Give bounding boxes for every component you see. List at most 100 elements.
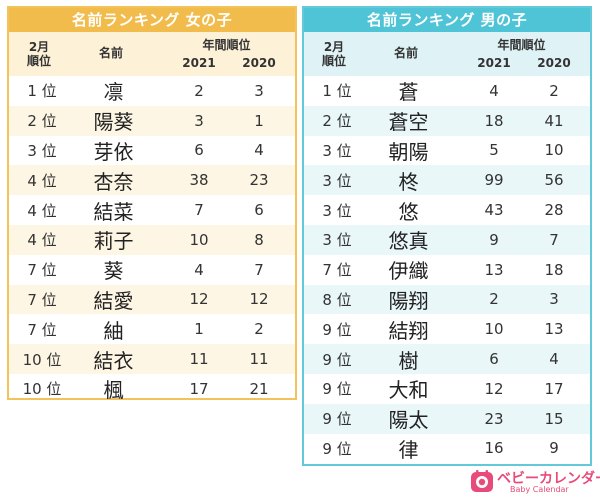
rank-cell: 3 位 (322, 141, 352, 160)
header-year-2021: 2021 (477, 56, 511, 70)
table-row: 3 位 芽依 6 4 (9, 136, 295, 166)
header-year-2020: 2020 (537, 56, 571, 70)
rank-2020-cell: 4 (549, 350, 559, 369)
name-cell: 結翔 (388, 318, 429, 343)
table-row: 4 位 莉子 10 8 (9, 224, 295, 255)
name-cell: 朝陽 (388, 139, 429, 164)
rank-2020-cell: 15 (544, 409, 564, 428)
rank-2020-cell: 23 (249, 171, 269, 190)
rank-2021-cell: 2 (194, 81, 204, 100)
table-row: 7 位 紬 1 2 (9, 314, 295, 344)
name-cell: 律 (398, 437, 419, 462)
table-row: 2 位 陽葵 3 1 (9, 105, 295, 136)
header-year-2020: 2020 (242, 56, 276, 70)
rank-cell: 9 位 (322, 320, 352, 339)
rank-cell: 3 位 (322, 171, 352, 190)
rank-2020-cell: 18 (544, 260, 564, 279)
table-row: 7 位 葵 4 7 (9, 255, 295, 285)
rank-2021-cell: 16 (484, 439, 504, 458)
header-rank: 2月 順位 (26, 40, 51, 68)
rank-2021-cell: 2 (489, 290, 499, 309)
rank-2020-cell: 56 (544, 171, 564, 190)
table-row: 8 位 陽翔 2 3 (304, 284, 590, 315)
rank-cell: 10 位 (22, 380, 62, 399)
rank-2021-cell: 6 (489, 350, 499, 369)
rank-2021-cell: 1 (194, 320, 204, 339)
table-row: 9 位 樹 6 4 (304, 344, 590, 374)
name-cell: 紬 (103, 318, 124, 343)
rank-cell: 7 位 (27, 261, 57, 280)
rank-2020-cell: 21 (249, 379, 269, 398)
name-cell: 柊 (398, 169, 419, 194)
rank-2020-cell: 11 (249, 350, 269, 369)
rank-2021-cell: 23 (484, 409, 504, 428)
header-annual-rank: 年間順位 (497, 38, 546, 52)
rank-2021-cell: 12 (189, 290, 209, 309)
rank-cell: 8 位 (322, 290, 352, 309)
table-row: 10 位 楓 17 21 (9, 374, 295, 404)
rank-2020-cell: 9 (549, 439, 559, 458)
name-cell: 楓 (103, 378, 124, 403)
rank-2020-cell: 2 (254, 320, 264, 339)
name-cell: 蒼空 (388, 110, 429, 135)
name-cell: 樹 (398, 348, 419, 373)
rank-cell: 3 位 (322, 201, 352, 220)
name-cell: 悠真 (388, 229, 429, 254)
table-row: 3 位 悠真 9 7 (304, 224, 590, 255)
name-cell: 伊織 (388, 259, 429, 284)
rank-cell: 2 位 (322, 112, 352, 131)
header-name: 名前 (98, 46, 123, 60)
rank-cell: 7 位 (27, 290, 57, 309)
rank-cell: 4 位 (27, 231, 57, 250)
table-row: 9 位 大和 12 17 (304, 374, 590, 404)
rank-cell: 9 位 (322, 350, 352, 369)
rank-2021-cell: 5 (489, 141, 499, 160)
name-cell: 凛 (103, 80, 124, 105)
rank-2020-cell: 8 (254, 230, 264, 249)
rank-2020-cell: 13 (544, 320, 564, 339)
rank-2020-cell: 7 (549, 230, 559, 249)
rank-2021-cell: 9 (489, 230, 499, 249)
rank-2021-cell: 11 (189, 350, 209, 369)
boys-table-header: 2月 順位 名前 年間順位 2021 2020 (304, 32, 590, 76)
name-cell: 悠 (398, 199, 419, 224)
rank-2020-cell: 3 (254, 81, 264, 100)
rank-2021-cell: 12 (484, 379, 504, 398)
rank-2021-cell: 7 (194, 201, 204, 220)
rank-cell: 9 位 (322, 410, 352, 429)
rank-2020-cell: 7 (254, 260, 264, 279)
table-row: 7 位 伊織 13 18 (304, 255, 590, 285)
table-row: 1 位 凛 2 3 (9, 76, 295, 106)
logo-wordmark: ベビーカレンダー (497, 471, 600, 487)
rank-2021-cell: 10 (484, 320, 504, 339)
rank-2020-cell: 6 (254, 201, 264, 220)
name-cell: 陽翔 (388, 288, 429, 313)
table-row: 9 位 陽太 23 15 (304, 403, 590, 434)
logo-subtitle: Baby Calendar (510, 485, 569, 494)
rank-cell: 1 位 (27, 82, 57, 101)
rank-2021-cell: 4 (489, 81, 499, 100)
name-cell: 芽依 (93, 139, 134, 164)
rank-cell: 4 位 (27, 201, 57, 220)
rank-2020-cell: 17 (544, 379, 564, 398)
rank-2020-cell: 4 (254, 141, 264, 160)
table-row: 1 位 蒼 4 2 (304, 76, 590, 106)
baby-calendar-logo-icon (471, 470, 493, 492)
boys-ranking-panel: 名前ランキング 男の子 2月 順位 名前 年間順位 2021 2020 1 位蒼… (302, 6, 592, 466)
rank-cell: 7 位 (322, 261, 352, 280)
name-cell: 陽葵 (93, 110, 134, 135)
rank-2021-cell: 4 (194, 260, 204, 279)
name-cell: 大和 (388, 378, 429, 403)
rank-2021-cell: 6 (194, 141, 204, 160)
girls-ranking-panel: 名前ランキング 女の子 2月 順位 名前 年間順位 2021 2020 1 位 凛… (7, 6, 297, 402)
table-row: 7 位 結愛 12 12 (9, 284, 295, 315)
baby-calendar-logo[interactable]: ベビーカレンダー Baby Calendar (470, 467, 600, 497)
rank-2021-cell: 38 (189, 171, 209, 190)
name-cell: 結衣 (93, 348, 134, 373)
rank-cell: 9 位 (322, 439, 352, 458)
name-cell: 蒼 (398, 80, 419, 105)
rank-2020-cell: 10 (544, 141, 564, 160)
header-rank: 2月 順位 (321, 40, 346, 68)
rank-2021-cell: 3 (194, 111, 204, 130)
rank-cell: 3 位 (27, 141, 57, 160)
